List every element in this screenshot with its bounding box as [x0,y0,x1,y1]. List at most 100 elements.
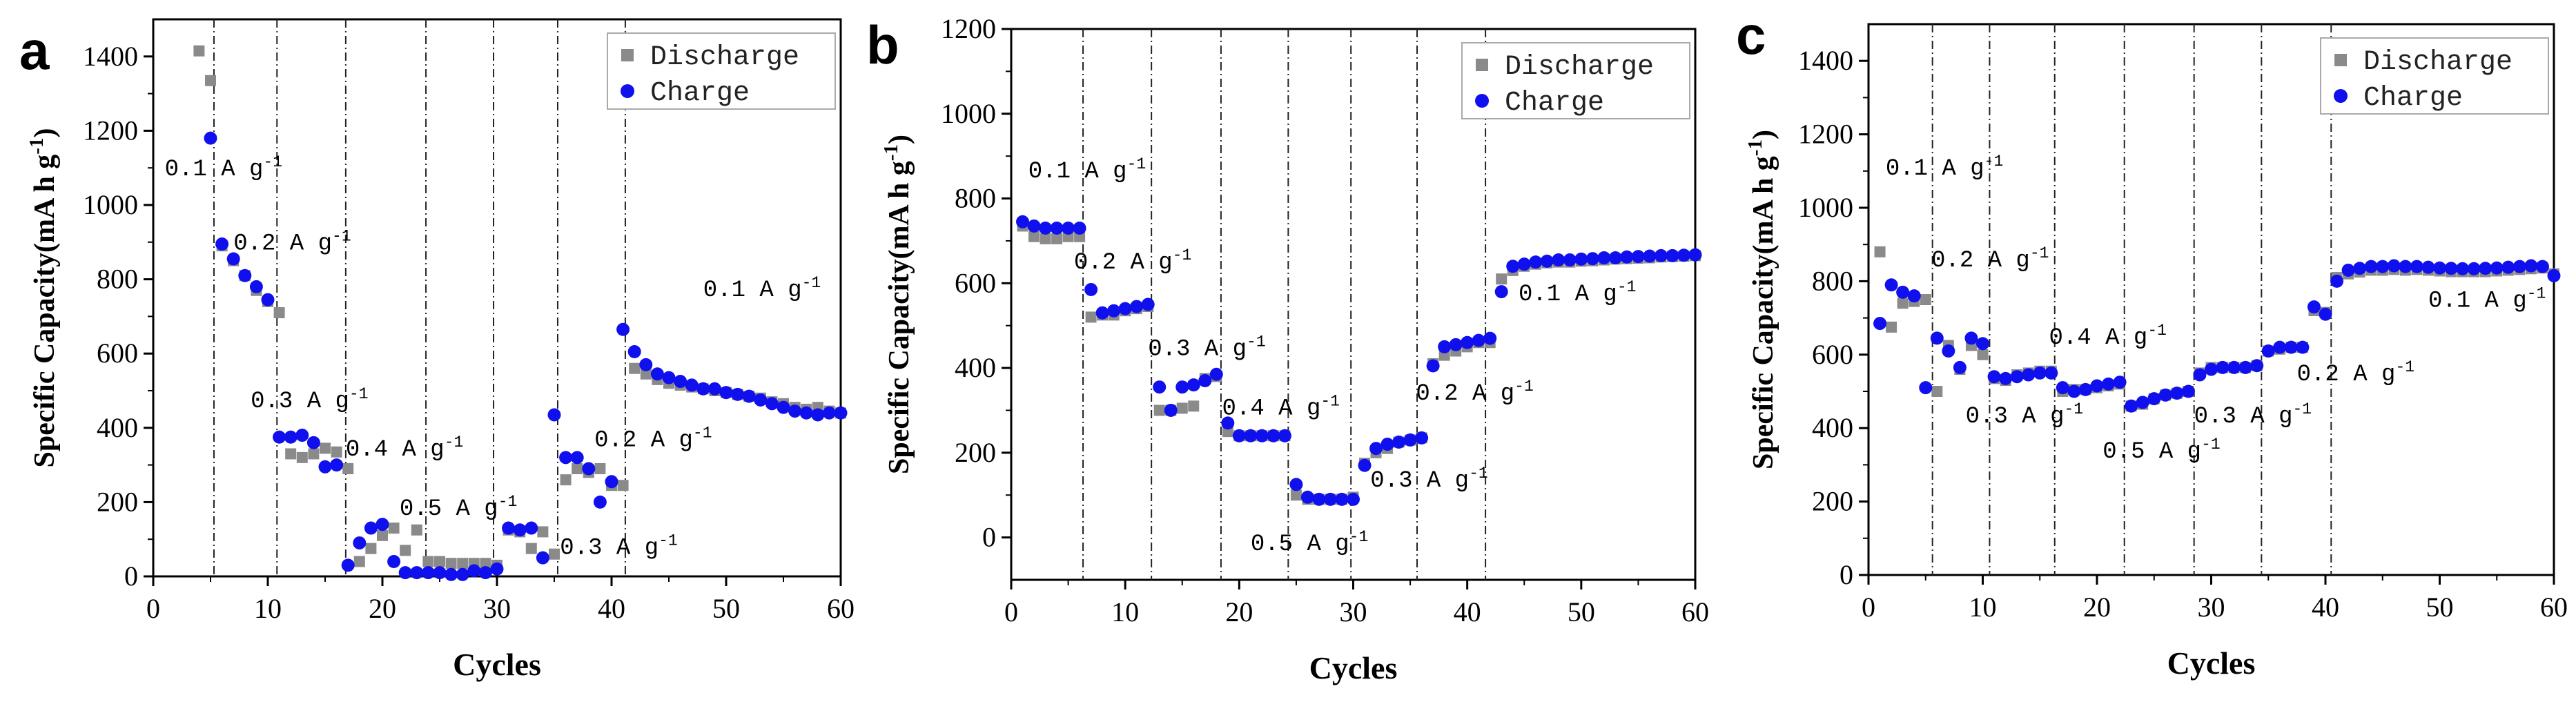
x-axis-title: Cycles [453,647,541,682]
rate-annotation: 0.1 A g-1 [703,274,821,304]
discharge-point [445,558,457,569]
y-tick-label: 800 [955,183,996,214]
y-axis-title: Specific Capacity(mA h g-1) [26,128,61,468]
discharge-point [525,543,537,554]
discharge-point [629,362,641,374]
legend-box [1461,42,1690,119]
charge-point [1062,222,1075,235]
charge-point [2501,260,2515,274]
x-tick-label: 20 [1225,596,1253,627]
charge-point [2524,259,2538,273]
charge-point [2090,379,2104,393]
charge-point [490,562,504,576]
charge-point [1027,219,1041,233]
charge-point [547,408,561,422]
discharge-point [377,529,388,541]
charge-point [330,458,344,472]
rate-annotation: 0.2 A g-1 [1074,246,1191,276]
charge-point [754,393,768,407]
charge-point [353,536,367,550]
rate-annotation: 0.2 A g-1 [1931,244,2049,274]
discharge-point [353,556,365,567]
rate-annotation: 0.4 A g-1 [346,433,463,463]
y-axis-title: Specific Capacity(mA h g-1) [1744,130,1779,469]
charge-point [2353,262,2367,275]
charge-point [1095,306,1109,320]
charge-point [1335,492,1349,506]
charge-point [685,378,699,392]
charge-point [2216,360,2229,374]
charge-point [1164,403,1178,417]
charge-point [410,566,424,580]
x-tick-label: 30 [1340,596,1367,627]
charge-point [2193,368,2207,382]
charge-point [2364,260,2378,273]
charge-point [1198,373,1212,387]
charge-point [2261,344,2275,358]
charge-point [616,322,630,336]
y-tick-label: 600 [97,338,138,369]
x-tick-label: 0 [146,593,160,624]
legend-box [2320,37,2549,115]
y-tick-label: 1000 [83,189,138,220]
rate-annotation: 0.5 A g-1 [2102,436,2220,465]
charge-point [204,131,217,145]
charge-point [834,406,848,420]
discharge-point [285,448,297,460]
x-tick-label: 50 [712,593,740,624]
charge-point [375,518,389,532]
charge-point [1415,431,1429,445]
charge-point [1552,253,1565,267]
charge-point [742,389,756,403]
x-tick-label: 0 [1004,596,1018,627]
y-tick-label: 600 [1812,339,1853,370]
legend-label: Discharge [1505,52,1654,83]
x-tick-label: 50 [1568,596,1595,627]
discharge-point [273,307,285,319]
panel-letter: c [1736,5,1766,66]
y-tick-label: 1000 [941,98,996,129]
charge-point [2535,260,2549,273]
rate-annotation: 0.3 A g-1 [251,385,368,415]
discharge-point [457,558,469,569]
y-tick-label: 0 [124,560,138,592]
charge-point [1244,429,1258,442]
charge-point [2250,359,2264,373]
y-tick-label: 600 [955,267,996,298]
legend-label: Discharge [2363,47,2512,78]
charge-point [1209,367,1223,381]
y-tick-label: 1400 [83,41,138,72]
y-tick-label: 1400 [1798,45,1853,76]
discharge-point [572,462,583,474]
charge-point [1118,302,1132,315]
rate-annotation: 0.2 A g-1 [594,425,712,454]
charge-point [1472,333,1485,347]
charge-point [1449,338,1463,351]
y-tick-label: 200 [97,486,138,517]
charge-point [1073,222,1086,235]
discharge-point [320,442,331,454]
charge-point [1312,492,1326,506]
charge-point [1529,255,1543,269]
charge-point [2421,260,2435,274]
charge-point [1153,380,1167,394]
discharge-point [205,75,216,86]
charge-point [318,460,332,474]
legend-discharge-marker [1476,59,1488,71]
charge-point [2376,260,2390,273]
charge-point [502,521,516,535]
charge-point [2399,260,2412,273]
charge-point [398,566,412,580]
charge-point [2102,377,2116,391]
charge-point [1574,252,1588,266]
y-tick-label: 0 [1840,559,1853,590]
discharge-point [1153,404,1165,416]
y-tick-label: 400 [955,352,996,383]
charge-point [1255,429,1269,442]
x-axis-title: Cycles [1309,650,1398,685]
charge-point [478,566,492,580]
y-tick-label: 0 [982,522,996,553]
charge-point [2479,262,2492,275]
charge-point [1506,260,1520,273]
charge-point [1461,335,1474,349]
